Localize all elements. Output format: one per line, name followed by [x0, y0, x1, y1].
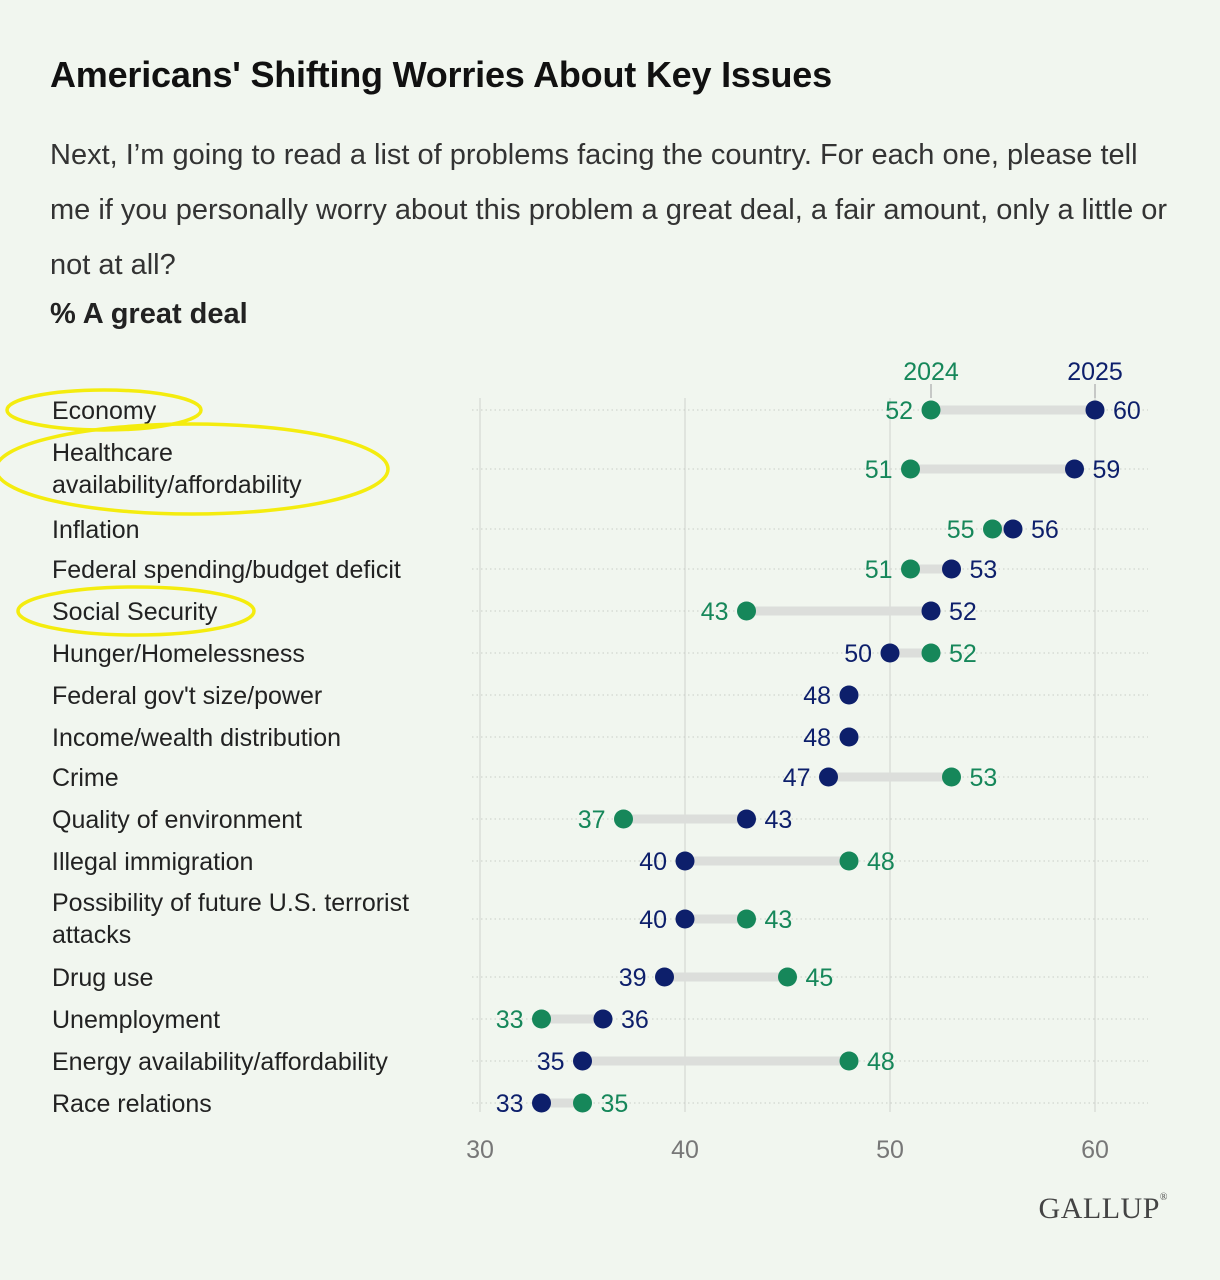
value-label-2024: 43 [765, 906, 793, 934]
dot-2024 [839, 1051, 859, 1071]
value-label-2024: 48 [867, 848, 895, 876]
value-label-2025: 50 [844, 640, 872, 668]
dot-2025 [573, 1051, 592, 1071]
dot-2025 [532, 1093, 551, 1113]
dot-2025 [880, 643, 900, 663]
x-tick-label: 50 [876, 1136, 904, 1164]
dot-2024 [942, 767, 961, 787]
category-label: Income/wealth distribution [52, 724, 341, 752]
value-label-2025: 52 [949, 598, 977, 626]
category-label-line: attacks [52, 921, 131, 949]
value-label-2025: 48 [803, 682, 831, 710]
category-label: Economy [52, 397, 157, 425]
chart-subtitle: Next, I’m going to read a list of proble… [50, 139, 1168, 281]
dot-2024 [532, 1009, 551, 1029]
value-label-2025: 40 [639, 848, 667, 876]
legend-2025: 2025 [1067, 358, 1123, 386]
value-label-2025: 60 [1113, 397, 1141, 425]
x-tick-label: 60 [1081, 1136, 1109, 1164]
measure-label: % A great deal [50, 298, 248, 330]
category-label: Race relations [52, 1090, 212, 1118]
dot-2024 [573, 1093, 592, 1113]
value-label-2025: 40 [639, 906, 667, 934]
value-label-2025: 36 [621, 1006, 649, 1034]
legend-2024: 2024 [903, 358, 959, 386]
value-label-2024: 43 [701, 598, 729, 626]
value-label-2024: 48 [867, 1048, 895, 1076]
value-label-2025: 48 [803, 724, 831, 752]
value-label-2025: 53 [970, 556, 998, 584]
dot-2025 [819, 767, 838, 787]
category-label: Drug use [52, 964, 153, 992]
category-label: Healthcare availability/affordability [52, 439, 302, 499]
category-label-line: Possibility of future U.S. terrorist [52, 889, 409, 917]
value-label-2025: 43 [765, 806, 793, 834]
chart-title: Americans' Shifting Worries About Key Is… [50, 54, 832, 95]
dot-2025 [942, 559, 961, 579]
value-label-2025: 59 [1093, 456, 1121, 484]
category-label-line: availability/affordability [52, 471, 302, 499]
dot-2025 [675, 851, 695, 871]
dot-2025 [1085, 400, 1105, 420]
value-label-2025: 35 [537, 1048, 565, 1076]
category-label: Hunger/Homelessness [52, 640, 305, 668]
dot-2024 [921, 400, 941, 420]
x-tick-label: 30 [466, 1136, 494, 1164]
dot-2024 [839, 851, 859, 871]
dot-2025 [1065, 459, 1084, 479]
dot-2025 [593, 1009, 613, 1029]
value-label-2024: 52 [949, 640, 977, 668]
category-label: Federal spending/budget deficit [52, 556, 401, 584]
dot-2025 [921, 601, 941, 621]
highlight-circle [0, 422, 390, 516]
value-label-2024: 55 [947, 516, 975, 544]
x-tick-label: 40 [671, 1136, 699, 1164]
category-label: Federal gov't size/power [52, 682, 322, 710]
category-label: Possibility of future U.S. terrorist atta… [52, 889, 409, 949]
category-label: Inflation [52, 516, 140, 544]
value-label-2025: 39 [619, 964, 647, 992]
dot-2025 [737, 809, 756, 829]
category-label: Quality of environment [52, 806, 302, 834]
value-label-2025: 56 [1031, 516, 1059, 544]
value-label-2024: 51 [865, 456, 893, 484]
value-label-2024: 45 [806, 964, 834, 992]
value-label-2025: 47 [783, 764, 811, 792]
category-label-line: Healthcare [52, 439, 173, 467]
registered-mark: ® [1159, 1192, 1168, 1203]
dot-2024 [901, 459, 920, 479]
dot-2024 [737, 601, 756, 621]
value-label-2025: 33 [496, 1090, 524, 1118]
dot-2024 [737, 909, 756, 929]
dot-2024 [614, 809, 633, 829]
dot-2025 [839, 685, 859, 705]
dot-2024 [983, 519, 1002, 539]
category-label: Energy availability/affordability [52, 1048, 388, 1076]
gallup-logo: GALLUP® [1039, 1192, 1168, 1226]
dot-2024 [921, 643, 941, 663]
highlight-circle [16, 585, 256, 637]
value-label-2024: 51 [865, 556, 893, 584]
value-label-2024: 53 [970, 764, 998, 792]
gallup-logo-text: GALLUP [1038, 1192, 1160, 1225]
dot-2025 [1003, 519, 1023, 539]
dot-2025 [839, 727, 859, 747]
value-label-2024: 37 [578, 806, 606, 834]
dot-2024 [778, 967, 797, 987]
category-label: Crime [52, 764, 119, 792]
value-label-2024: 35 [601, 1090, 629, 1118]
dot-2025 [655, 967, 674, 987]
value-label-2024: 33 [496, 1006, 524, 1034]
dot-2024 [901, 559, 920, 579]
category-label: Social Security [52, 598, 218, 626]
category-label: Unemployment [52, 1006, 220, 1034]
category-label: Illegal immigration [52, 848, 253, 876]
dot-2025 [675, 909, 695, 929]
value-label-2024: 52 [885, 397, 913, 425]
